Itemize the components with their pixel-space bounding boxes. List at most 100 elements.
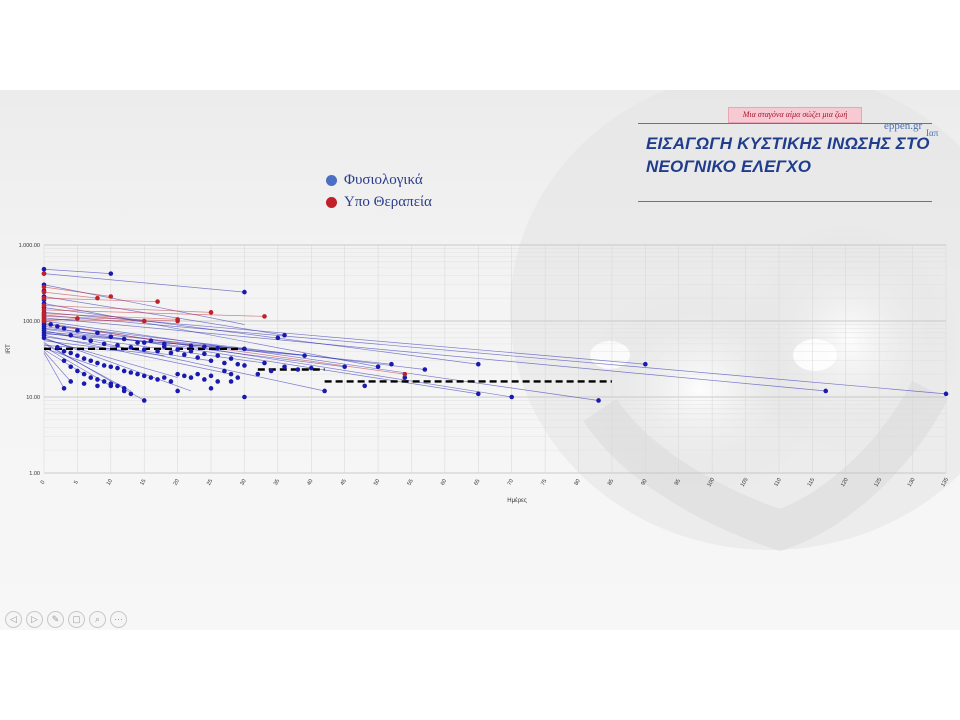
data-point-normal (242, 363, 247, 368)
data-point-normal (215, 353, 221, 358)
data-point-normal (175, 388, 180, 394)
data-point-normal (148, 375, 154, 380)
data-point-normal (141, 398, 147, 403)
data-point-normal (823, 388, 829, 394)
data-point-normal (242, 289, 247, 295)
data-point-treatment (208, 310, 214, 315)
y-tick-label: 100.00 (23, 319, 40, 325)
y-tick-label: 1.00 (29, 471, 40, 477)
data-point-normal (128, 391, 134, 397)
data-point-normal (108, 271, 114, 276)
data-point-normal (61, 326, 67, 331)
series-line-normal (43, 314, 947, 395)
forward-icon[interactable]: ▷ (26, 611, 43, 628)
x-tick-label: 100 (706, 477, 716, 488)
data-point-normal (95, 360, 100, 366)
data-point-treatment (402, 371, 408, 377)
data-point-treatment (41, 318, 47, 324)
data-point-normal (128, 370, 134, 375)
zoom-icon[interactable]: ⌕ (89, 611, 106, 628)
presentation-nav-bar: ◁ ▷ ✎ ▢ ⌕ ⋯ (5, 611, 127, 628)
x-tick-label: 105 (740, 477, 750, 488)
data-point-normal (88, 358, 94, 364)
data-point-normal (322, 388, 327, 394)
data-point-normal (342, 364, 347, 370)
data-point-normal (61, 358, 67, 364)
back-icon[interactable]: ◁ (5, 611, 22, 628)
data-point-normal (215, 379, 221, 384)
data-point-normal (75, 328, 80, 333)
data-point-normal (121, 336, 127, 342)
series-line-treatment (43, 313, 178, 320)
data-point-normal (242, 346, 247, 352)
data-point-normal (268, 368, 274, 374)
data-point-normal (55, 324, 60, 329)
x-tick-label: 30 (239, 478, 247, 486)
x-tick-label: 75 (540, 478, 548, 486)
data-point-normal (95, 377, 100, 382)
x-tick-label: 0 (40, 480, 47, 486)
slide-title-line-1: ΕΙΣΑΓΩΓΗ ΚΥΣΤΙΚΗΣ ΙΝΩΣΗΣ ΣΤΟ (646, 134, 930, 153)
data-point-normal (188, 375, 194, 380)
data-point-normal (81, 371, 87, 377)
data-point-normal (475, 361, 481, 367)
series-line-normal (43, 284, 245, 325)
legend-item-normal: Φυσιολογικά (326, 169, 432, 191)
series-line-normal (43, 324, 425, 370)
series-line-treatment (43, 297, 158, 302)
data-point-treatment (41, 271, 47, 276)
data-point-normal (228, 379, 234, 384)
data-point-normal (135, 340, 140, 345)
data-point-normal (81, 356, 87, 361)
series-line-normal (43, 342, 145, 401)
x-tick-label: 85 (607, 478, 615, 486)
data-point-normal (88, 375, 94, 380)
x-tick-label: 65 (473, 478, 481, 486)
data-point-treatment (41, 307, 47, 313)
more-icon[interactable]: ⋯ (110, 611, 127, 628)
x-tick-label: 90 (640, 478, 648, 486)
data-point-normal (509, 394, 515, 400)
series-line-normal (43, 268, 111, 274)
data-point-treatment (41, 295, 47, 301)
data-point-normal (222, 368, 227, 374)
data-point-normal (161, 341, 167, 347)
data-point-normal (168, 379, 174, 384)
pen-icon[interactable]: ✎ (47, 611, 64, 628)
data-point-normal (215, 345, 221, 351)
data-point-treatment (95, 295, 100, 301)
x-tick-label: 125 (873, 477, 883, 488)
legend-item-treatment: Υπο Θεραπεία (326, 191, 432, 213)
data-point-normal (202, 351, 207, 357)
data-point-normal (61, 386, 67, 391)
data-point-normal (68, 364, 74, 370)
data-point-normal (643, 361, 648, 367)
data-point-normal (275, 335, 281, 341)
x-tick-label: 20 (173, 478, 181, 486)
data-point-normal (208, 358, 214, 364)
series-line-normal (43, 320, 599, 401)
copy-icon[interactable]: ▢ (68, 611, 85, 628)
x-tick-label: 80 (574, 478, 582, 486)
data-point-normal (202, 377, 207, 382)
data-point-normal (75, 353, 80, 358)
data-point-normal (389, 361, 394, 367)
title-rule-bottom (638, 201, 932, 202)
series-line-treatment (43, 291, 98, 299)
slide (0, 90, 960, 630)
data-point-normal (48, 322, 53, 327)
data-point-normal (402, 375, 408, 380)
x-tick-label: 70 (507, 478, 515, 486)
x-tick-label: 120 (840, 477, 850, 488)
data-point-normal (75, 368, 80, 374)
x-tick-label: 5 (73, 480, 80, 486)
data-point-normal (161, 375, 167, 380)
data-point-normal (101, 363, 107, 368)
series-line-normal (43, 334, 232, 375)
data-point-normal (95, 383, 100, 389)
series-line-normal (43, 296, 285, 336)
data-point-normal (115, 383, 120, 389)
legend-marker-treatment (326, 196, 337, 208)
series-line-normal (43, 351, 71, 382)
series-line-treatment (43, 286, 111, 297)
